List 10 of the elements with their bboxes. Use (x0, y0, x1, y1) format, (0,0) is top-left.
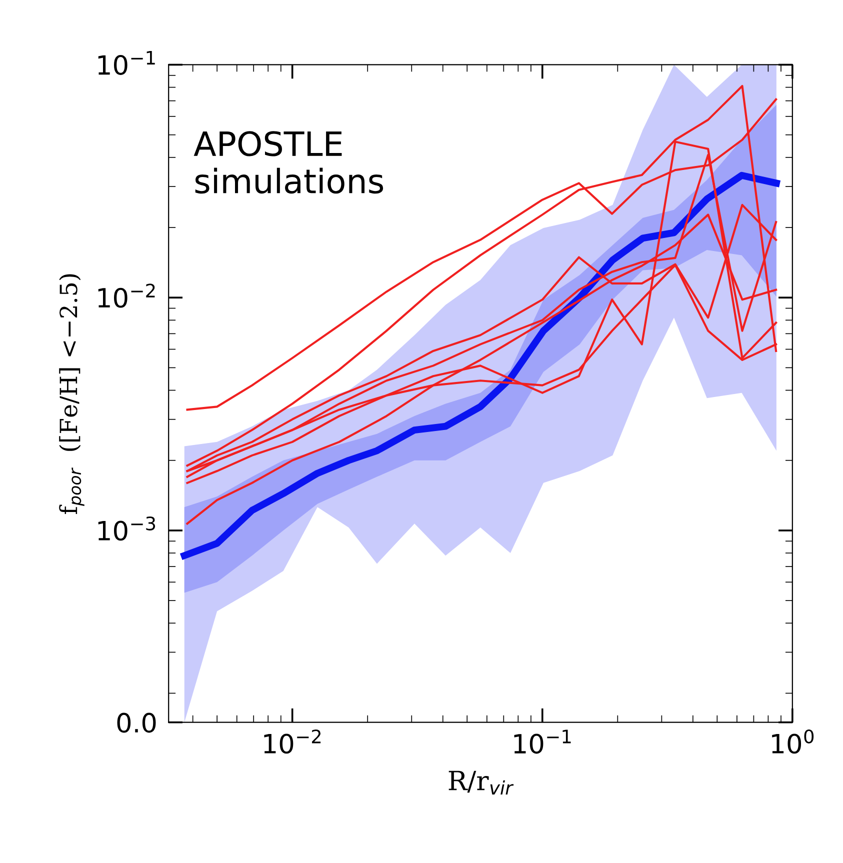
y-tick-label: 0.0 (117, 712, 156, 733)
y-tick-label: 10$^{−2}$ (98, 284, 155, 308)
x-tick-label: 10$^{−2}$ (264, 729, 321, 754)
y-tick-label: 10$^{−3}$ (98, 516, 156, 541)
x-tick-label: 10$^{−1}$ (514, 730, 571, 754)
y-axis-title: f$_{poor}$ ([Fe/H] <−2.5) (59, 274, 84, 514)
y-tick-label: 10$^{−1}$ (98, 51, 155, 75)
x-axis-title: R/r$_{vir}$ (448, 770, 514, 794)
x-tick-label: 10$^{0}$ (772, 729, 814, 754)
annotation: APOSTLE simulations (194, 131, 384, 194)
